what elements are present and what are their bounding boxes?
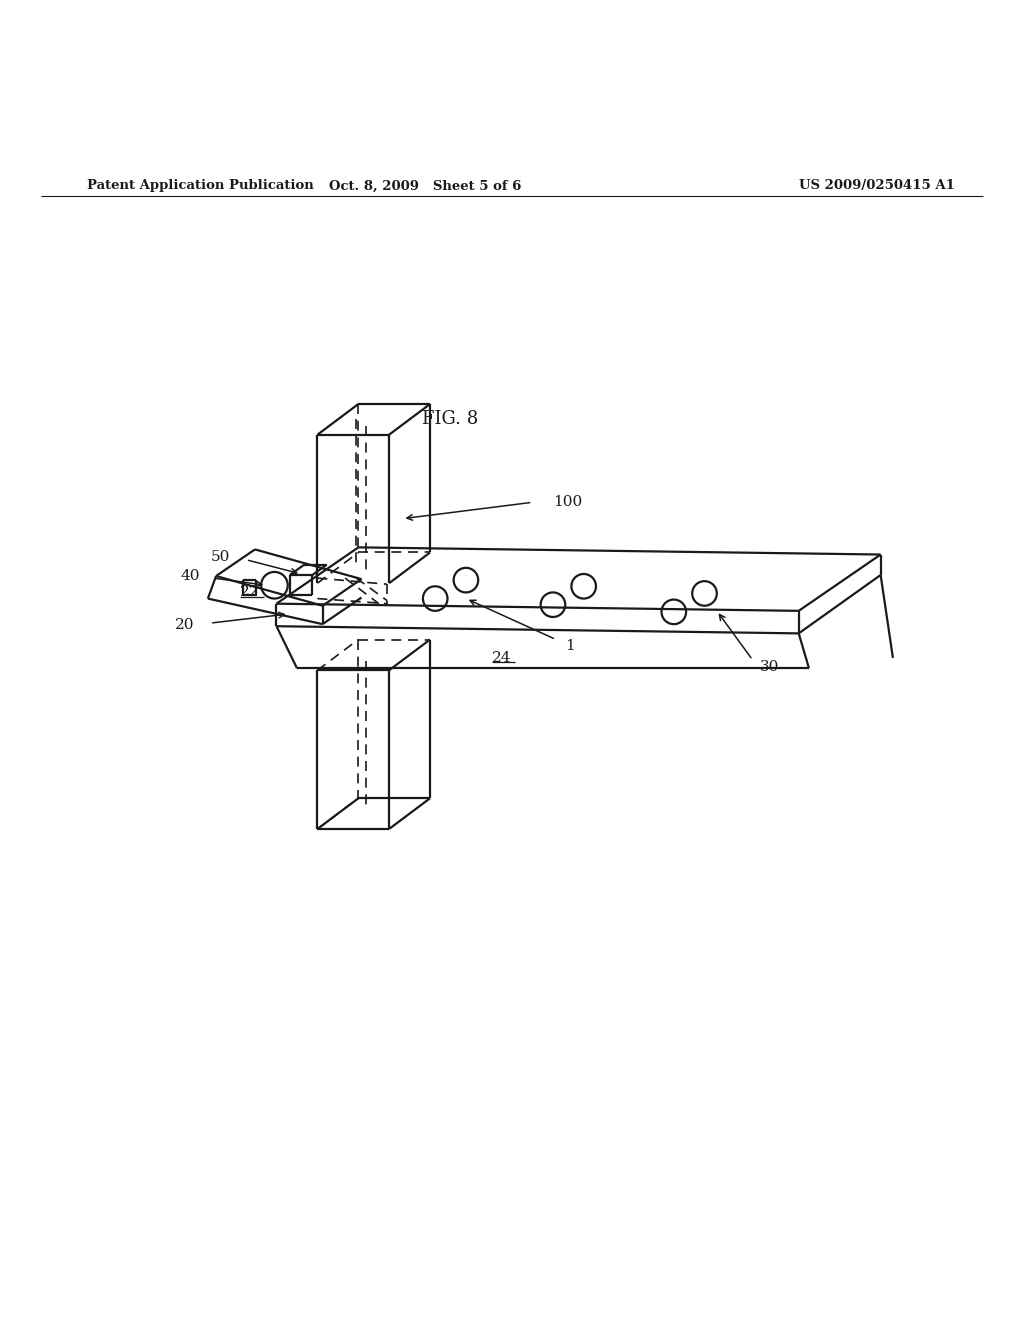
Text: 24: 24 — [492, 651, 512, 665]
Text: 22: 22 — [240, 585, 259, 599]
Text: US 2009/0250415 A1: US 2009/0250415 A1 — [799, 180, 954, 193]
Text: 1: 1 — [565, 639, 575, 652]
Text: Oct. 8, 2009   Sheet 5 of 6: Oct. 8, 2009 Sheet 5 of 6 — [329, 180, 521, 193]
Text: 50: 50 — [211, 549, 230, 564]
Text: 40: 40 — [180, 569, 200, 583]
Text: Patent Application Publication: Patent Application Publication — [87, 180, 313, 193]
Text: 100: 100 — [553, 495, 583, 510]
Text: 20: 20 — [175, 618, 195, 632]
Text: FIG. 8: FIG. 8 — [423, 411, 478, 429]
Text: 30: 30 — [760, 660, 779, 675]
